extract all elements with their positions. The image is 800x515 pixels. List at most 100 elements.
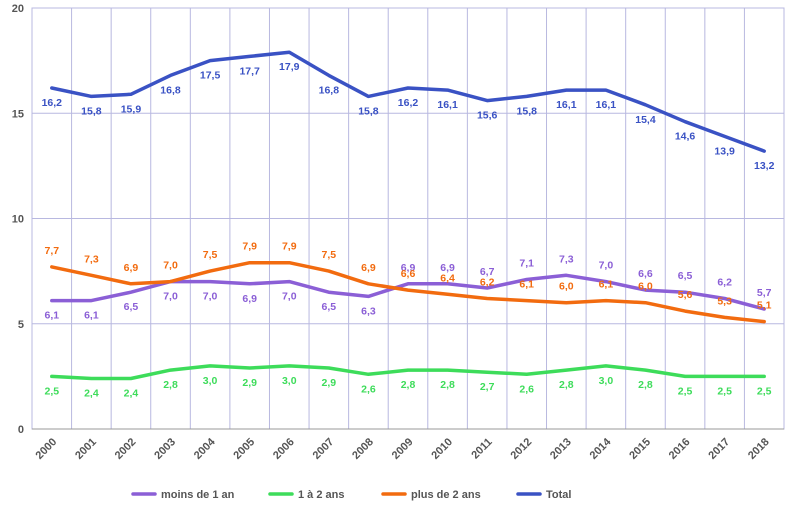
x-tick-label: 2017 [706,436,732,462]
y-tick-label: 5 [18,319,24,331]
data-label: 6,1 [519,279,534,291]
data-label: 6,9 [440,262,455,274]
data-label: 6,3 [361,305,376,317]
data-label: 6,9 [401,262,416,274]
data-label: 6,4 [440,272,455,284]
data-label: 2,8 [559,379,574,391]
y-tick-label: 0 [18,424,24,436]
data-label: 7,0 [163,291,178,303]
data-label: 3,0 [599,375,614,387]
data-label: 7,3 [84,253,99,265]
series-line [50,260,766,324]
data-label: 6,7 [480,266,495,278]
data-label: 6,2 [717,276,732,288]
data-label: 2,8 [638,379,653,391]
data-label: 7,1 [519,258,534,270]
legend-label: plus de 2 ans [411,489,481,501]
data-label: 2,6 [361,383,376,395]
x-tick-label: 2011 [469,436,494,461]
data-label: 6,1 [84,310,99,322]
data-label: 16,1 [437,99,458,111]
data-label: 7,3 [559,253,574,265]
data-label: 7,5 [203,249,218,261]
legend-item: plus de 2 ans [381,489,481,501]
data-label: 2,4 [124,387,139,399]
legend-label: 1 à 2 ans [298,489,344,501]
data-label: 3,0 [282,375,297,387]
data-label: 16,1 [596,99,617,111]
x-tick-label: 2012 [509,436,535,462]
y-tick-label: 15 [12,108,24,120]
data-label: 6,6 [638,268,653,280]
x-tick-label: 2016 [667,436,693,462]
data-label: 15,8 [81,105,102,117]
data-label: 13,2 [754,160,775,172]
data-label: 16,8 [319,84,340,96]
x-tick-label: 2014 [588,435,614,461]
x-tick-label: 2001 [73,436,99,462]
series-1-à-2-ans [50,364,766,381]
data-label: 15,8 [358,105,379,117]
y-tick-label: 20 [12,3,24,15]
data-label: 6,0 [559,281,574,293]
data-label: 3,0 [203,375,218,387]
data-label: 2,8 [440,379,455,391]
data-label: 15,8 [517,105,538,117]
legend-item: moins de 1 an [131,489,235,501]
data-label: 2,5 [44,385,59,397]
data-label: 7,5 [322,249,337,261]
data-label: 7,9 [282,241,297,253]
data-label: 2,9 [242,377,257,389]
data-label: 6,1 [44,310,59,322]
data-label: 7,0 [163,260,178,272]
data-label: 6,0 [638,281,653,293]
data-label: 7,9 [242,241,257,253]
data-label: 15,4 [635,114,656,126]
data-label: 6,2 [480,276,495,288]
x-tick-label: 2007 [311,436,337,462]
x-tick-label: 2006 [271,436,297,462]
series-total [50,50,766,153]
data-label: 6,9 [124,262,139,274]
y-tick-label: 10 [12,214,24,226]
x-tick-label: 2005 [231,436,257,462]
legend-item: 1 à 2 ans [268,489,344,501]
data-label: 17,7 [239,65,260,77]
legend-label: moins de 1 an [161,489,235,501]
data-label: 6,5 [124,301,139,313]
data-label: 5,3 [717,295,732,307]
x-tick-label: 2018 [746,436,772,462]
x-tick-label: 2002 [113,436,139,462]
data-label: 7,0 [282,291,297,303]
data-label: 17,5 [200,70,221,82]
data-label: 2,4 [84,387,99,399]
legend-label: Total [546,489,571,501]
data-label: 7,0 [203,291,218,303]
data-label: 5,1 [757,300,772,312]
data-label: 6,5 [678,270,693,282]
series-line [50,50,766,153]
data-label: 7,0 [599,260,614,272]
x-tick-label: 2003 [152,436,178,462]
x-tick-label: 2000 [34,436,60,462]
data-label: 6,9 [242,293,257,305]
data-label: 2,5 [678,385,693,397]
data-label: 2,9 [322,377,337,389]
legend-item: Total [516,489,571,501]
x-tick-label: 2009 [390,436,416,462]
x-tick-label: 2010 [429,436,455,462]
x-tick-label: 2008 [350,436,376,462]
data-label: 14,6 [675,131,696,143]
data-label: 2,7 [480,381,495,393]
x-tick-label: 2013 [548,436,574,462]
data-label: 2,6 [519,383,534,395]
data-label: 2,5 [717,385,732,397]
data-label: 16,8 [160,84,181,96]
x-tick-label: 2004 [192,435,218,461]
data-label: 5,6 [678,289,693,301]
data-label: 17,9 [279,61,300,73]
data-label: 15,6 [477,110,498,122]
data-label: 16,2 [42,97,63,109]
